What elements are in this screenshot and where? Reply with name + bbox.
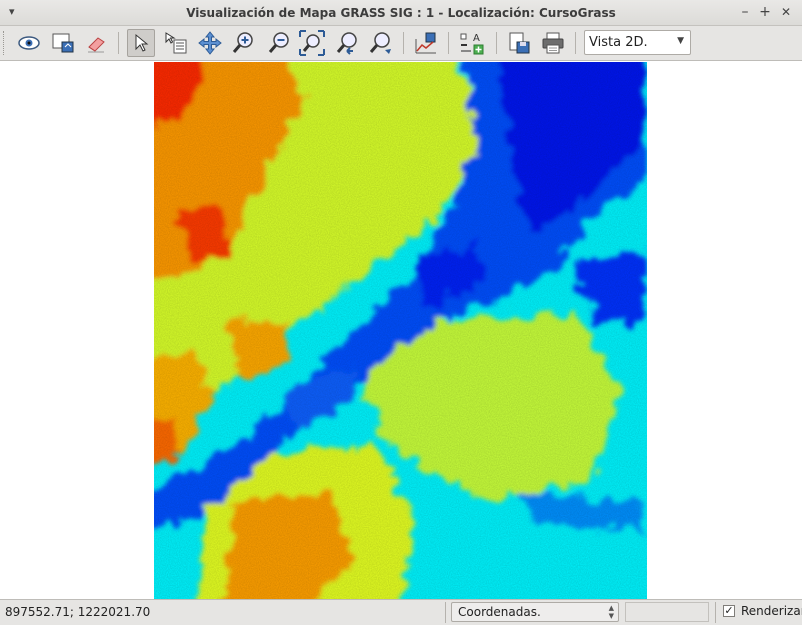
display-mode-select[interactable]: Coordenadas. ▲ ▼ <box>451 602 619 622</box>
view-mode-select[interactable]: Vista 2D. ▼ <box>584 30 691 55</box>
analyze-button[interactable] <box>412 29 440 57</box>
zoom-extent-button[interactable] <box>298 29 326 57</box>
save-image-icon <box>509 32 530 54</box>
printer-icon <box>542 32 564 54</box>
eye-icon <box>18 36 40 50</box>
zoom-options-button[interactable] <box>366 29 394 57</box>
window-menu-icon[interactable]: ▾ <box>9 5 15 18</box>
view-mode-value: Vista 2D. <box>589 35 648 50</box>
svg-text:A: A <box>473 33 480 44</box>
checkmark-icon: ✓ <box>724 604 734 617</box>
render-map-icon <box>52 33 74 53</box>
pointer-icon <box>135 33 149 52</box>
close-button[interactable]: ✕ <box>780 5 792 19</box>
render-map-button[interactable] <box>49 29 77 57</box>
eraser-icon <box>88 37 105 53</box>
status-bar: 897552.71; 1222021.70 Coordenadas. ▲ ▼ ✓ … <box>0 599 802 625</box>
pointer-button[interactable] <box>127 29 155 57</box>
status-field <box>625 602 709 622</box>
zoom-out-icon <box>268 32 289 53</box>
save-image-button[interactable] <box>505 29 533 57</box>
toolbar-grip[interactable] <box>3 31 7 55</box>
chevron-down-icon: ▼ <box>677 36 684 46</box>
cursor-coordinates: 897552.71; 1222021.70 <box>5 605 151 619</box>
overlay-icon: A <box>460 33 484 55</box>
elevation-raster[interactable] <box>154 62 647 599</box>
zoom-back-button[interactable] <box>333 29 361 57</box>
elevation-raster-image <box>154 62 647 599</box>
title-bar: ▾ Visualización de Mapa GRASS SIG : 1 - … <box>0 0 802 26</box>
pan-button[interactable] <box>196 29 224 57</box>
pan-icon <box>198 31 222 55</box>
render-label: Renderizar <box>741 604 802 618</box>
zoom-options-icon <box>369 32 391 54</box>
overlay-button[interactable]: A <box>458 29 486 57</box>
analyze-icon <box>415 32 436 54</box>
window-title: Visualización de Mapa GRASS SIG : 1 - Lo… <box>186 6 616 20</box>
erase-button[interactable] <box>82 29 110 57</box>
map-toolbar: A Vista 2D. ▼ <box>0 26 802 61</box>
zoom-out-button[interactable] <box>265 29 293 57</box>
map-canvas[interactable] <box>0 62 802 599</box>
query-button[interactable] <box>162 29 190 57</box>
minimize-button[interactable]: – <box>741 4 749 20</box>
zoom-extent-icon <box>299 30 325 56</box>
zoom-back-icon <box>336 32 357 55</box>
display-mode-value: Coordenadas. <box>458 605 541 619</box>
render-checkbox[interactable]: ✓ <box>723 605 735 617</box>
zoom-in-button[interactable] <box>229 29 257 57</box>
zoom-in-icon <box>232 32 253 53</box>
maximize-button[interactable]: + <box>759 4 771 20</box>
query-icon <box>165 32 187 54</box>
display-map-button[interactable] <box>15 29 43 57</box>
spin-arrows-icon: ▲ ▼ <box>608 604 614 620</box>
print-button[interactable] <box>539 29 567 57</box>
